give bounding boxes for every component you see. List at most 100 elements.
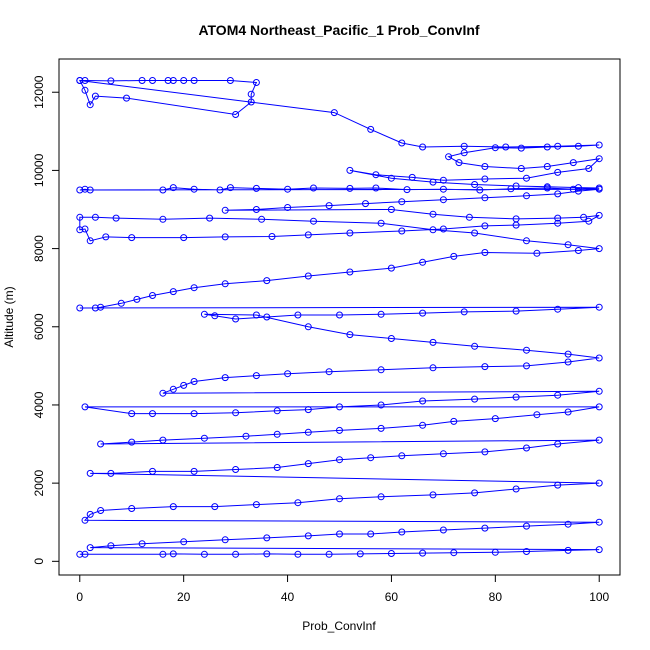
data-point (138, 540, 146, 548)
data-point (304, 460, 312, 468)
data-point (294, 550, 302, 558)
data-point (252, 501, 260, 509)
data-point (481, 363, 489, 371)
data-point (502, 143, 510, 151)
data-point (512, 485, 520, 493)
data-point (159, 436, 167, 444)
x-tick-label: 100 (589, 590, 609, 604)
data-point (517, 144, 525, 152)
data-point (149, 467, 156, 475)
data-point (419, 397, 427, 405)
data-point (450, 252, 458, 260)
data-point (91, 304, 99, 312)
data-point (346, 331, 354, 339)
data-point (180, 77, 188, 84)
data-point (107, 77, 115, 85)
data-point (554, 214, 562, 222)
data-point (554, 440, 562, 448)
data-point (595, 403, 603, 411)
data-point (81, 185, 89, 193)
data-point (346, 166, 354, 174)
data-point (81, 550, 89, 558)
data-point (310, 184, 317, 192)
data-point (180, 234, 188, 242)
data-point (190, 284, 198, 292)
data-point (585, 217, 593, 225)
data-point (512, 393, 520, 401)
data-point (481, 194, 489, 202)
data-point (273, 430, 281, 438)
data-point (507, 185, 515, 193)
data-point (517, 165, 525, 172)
data-point (97, 440, 105, 448)
data-point (216, 186, 224, 194)
data-point (128, 438, 136, 446)
data-point (247, 98, 255, 106)
data-point (117, 299, 125, 307)
data-point (284, 370, 292, 378)
data-point (419, 258, 427, 266)
data-point (81, 403, 89, 411)
data-point (76, 186, 84, 194)
y-tick-label: 2000 (32, 469, 46, 496)
data-point (159, 215, 167, 223)
data-point (512, 182, 520, 190)
data-point (169, 385, 177, 393)
data-point (169, 77, 177, 84)
data-point (372, 171, 380, 179)
data-point (471, 229, 479, 237)
data-point (476, 186, 484, 194)
data-point (190, 378, 198, 385)
data-point (398, 452, 406, 460)
series-group (76, 77, 603, 558)
data-point (304, 532, 312, 540)
data-point (159, 186, 167, 194)
data-point (138, 77, 146, 84)
data-point (408, 173, 416, 181)
data-point (336, 495, 343, 503)
data-point (294, 499, 302, 507)
data-point (491, 144, 499, 152)
data-point (169, 288, 177, 296)
data-point (554, 219, 562, 227)
data-point (523, 237, 530, 245)
data-point (226, 184, 234, 192)
data-point (149, 410, 156, 418)
data-point (523, 192, 530, 200)
data-point (169, 184, 177, 192)
data-point (429, 364, 437, 372)
data-point (273, 407, 281, 415)
data-point (491, 548, 499, 556)
data-point (429, 491, 437, 499)
data-point (387, 264, 395, 272)
data-point (398, 227, 406, 235)
data-point (336, 456, 343, 464)
data-point (460, 142, 468, 150)
data-point (481, 222, 489, 230)
data-point (76, 213, 84, 221)
data-point (372, 184, 380, 192)
data-point (595, 518, 603, 526)
data-point (252, 184, 260, 192)
data-point (226, 77, 234, 84)
data-point (169, 503, 177, 511)
data-point (429, 210, 437, 218)
x-axis-label: Prob_ConvInf (302, 619, 376, 633)
data-point (164, 77, 172, 84)
data-point (336, 311, 343, 319)
data-point (387, 174, 395, 182)
data-point (97, 303, 105, 311)
data-point (419, 421, 427, 429)
data-point (564, 350, 572, 358)
data-point (595, 211, 603, 219)
data-point (133, 295, 141, 303)
data-point (574, 247, 582, 254)
data-point (580, 213, 588, 221)
series-line (78, 79, 601, 555)
data-point (523, 362, 530, 370)
data-point (554, 481, 562, 489)
data-point (221, 536, 229, 544)
data-point (533, 411, 541, 419)
data-point (81, 516, 89, 524)
data-point (574, 142, 582, 150)
